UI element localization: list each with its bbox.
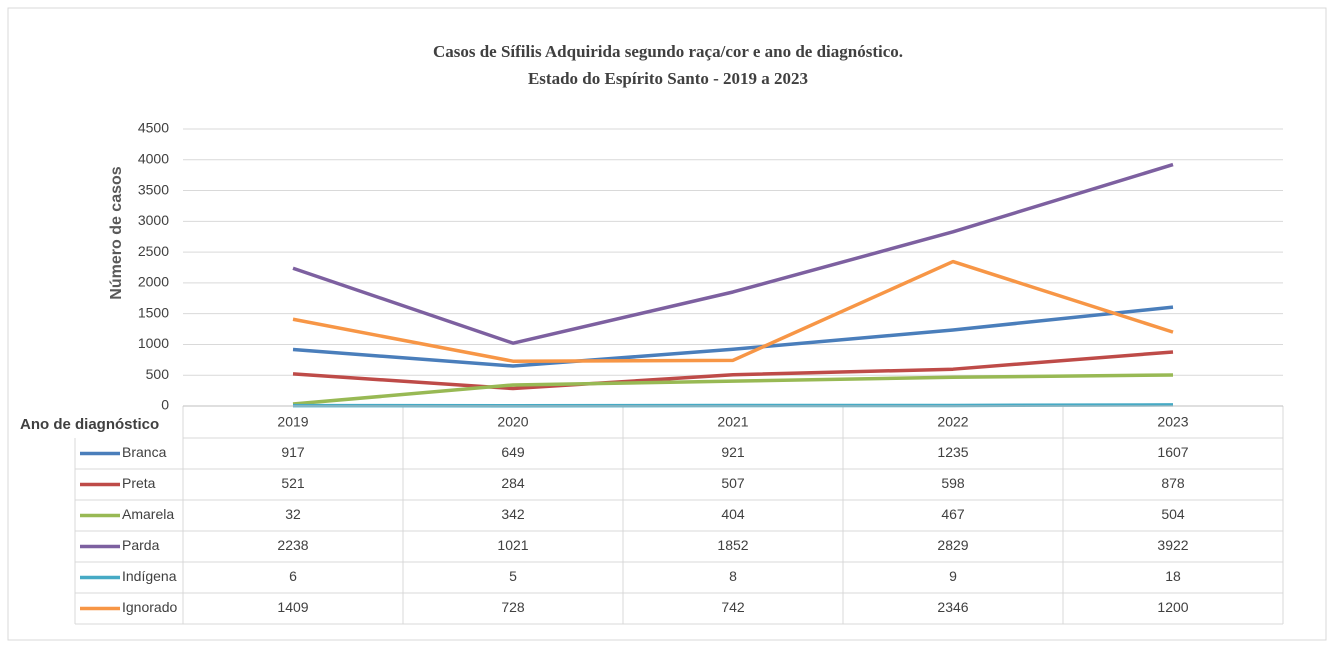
legend-label: Parda	[122, 537, 160, 553]
y-tick-label: 1000	[138, 335, 169, 351]
chart-subtitle: Estado do Espírito Santo - 2019 a 2023	[528, 69, 808, 88]
legend-label: Indígena	[122, 568, 177, 584]
y-axis-label: Número de casos	[108, 166, 125, 299]
x-tick-label: 2021	[717, 414, 748, 430]
table-value: 2829	[937, 537, 968, 553]
chart-border	[7, 7, 1327, 641]
y-tick-label: 3000	[138, 212, 169, 228]
y-tick-label: 2500	[138, 243, 169, 259]
table-value: 728	[501, 599, 525, 615]
y-tick-label: 2000	[138, 274, 169, 290]
table-value: 1607	[1157, 444, 1188, 460]
table-value: 1409	[277, 599, 308, 615]
x-tick-label: 2023	[1157, 414, 1188, 430]
y-tick-label: 4500	[138, 120, 169, 136]
legend-label: Branca	[122, 444, 167, 460]
table-value: 521	[281, 475, 305, 491]
y-tick-label: 1500	[138, 304, 169, 320]
table-value: 9	[949, 568, 957, 584]
table-value: 649	[501, 444, 525, 460]
table-value: 5	[509, 568, 517, 584]
table-value: 921	[721, 444, 745, 460]
table-value: 2238	[277, 537, 308, 553]
table-value: 3922	[1157, 537, 1188, 553]
legend-label: Preta	[122, 475, 156, 491]
table-value: 2346	[937, 599, 968, 615]
table-value: 1852	[717, 537, 748, 553]
table-value: 6	[289, 568, 297, 584]
series-line	[292, 162, 1174, 345]
x-axis-label: Ano de diagnóstico	[20, 416, 159, 433]
table-value: 507	[721, 475, 745, 491]
table-value: 467	[941, 506, 965, 522]
y-tick-label: 3500	[138, 181, 169, 197]
x-tick-label: 2022	[937, 414, 968, 430]
table-value: 284	[501, 475, 525, 491]
series-line	[292, 305, 1174, 368]
y-tick-label: 0	[161, 397, 169, 413]
y-tick-label: 500	[146, 366, 170, 382]
table-value: 1021	[497, 537, 528, 553]
series-line	[292, 350, 1174, 391]
table-value: 1235	[937, 444, 968, 460]
table-value: 404	[721, 506, 745, 522]
y-tick-label: 4000	[138, 150, 169, 166]
table-value: 8	[729, 568, 737, 584]
chart-title: Casos de Sífilis Adquirida segundo raça/…	[433, 42, 903, 61]
x-tick-label: 2019	[277, 414, 308, 430]
table-value: 18	[1165, 568, 1181, 584]
table-value: 342	[501, 506, 525, 522]
legend-label: Amarela	[122, 506, 174, 522]
table-value: 504	[1161, 506, 1185, 522]
table-value: 742	[721, 599, 745, 615]
table-value: 1200	[1157, 599, 1188, 615]
legend-label: Ignorado	[122, 599, 177, 615]
table-value: 32	[285, 506, 301, 522]
table-value: 878	[1161, 475, 1185, 491]
series-line	[292, 259, 1174, 363]
x-tick-label: 2020	[497, 414, 528, 430]
table-value: 598	[941, 475, 965, 491]
series-line	[292, 373, 1174, 406]
table-value: 917	[281, 444, 305, 460]
